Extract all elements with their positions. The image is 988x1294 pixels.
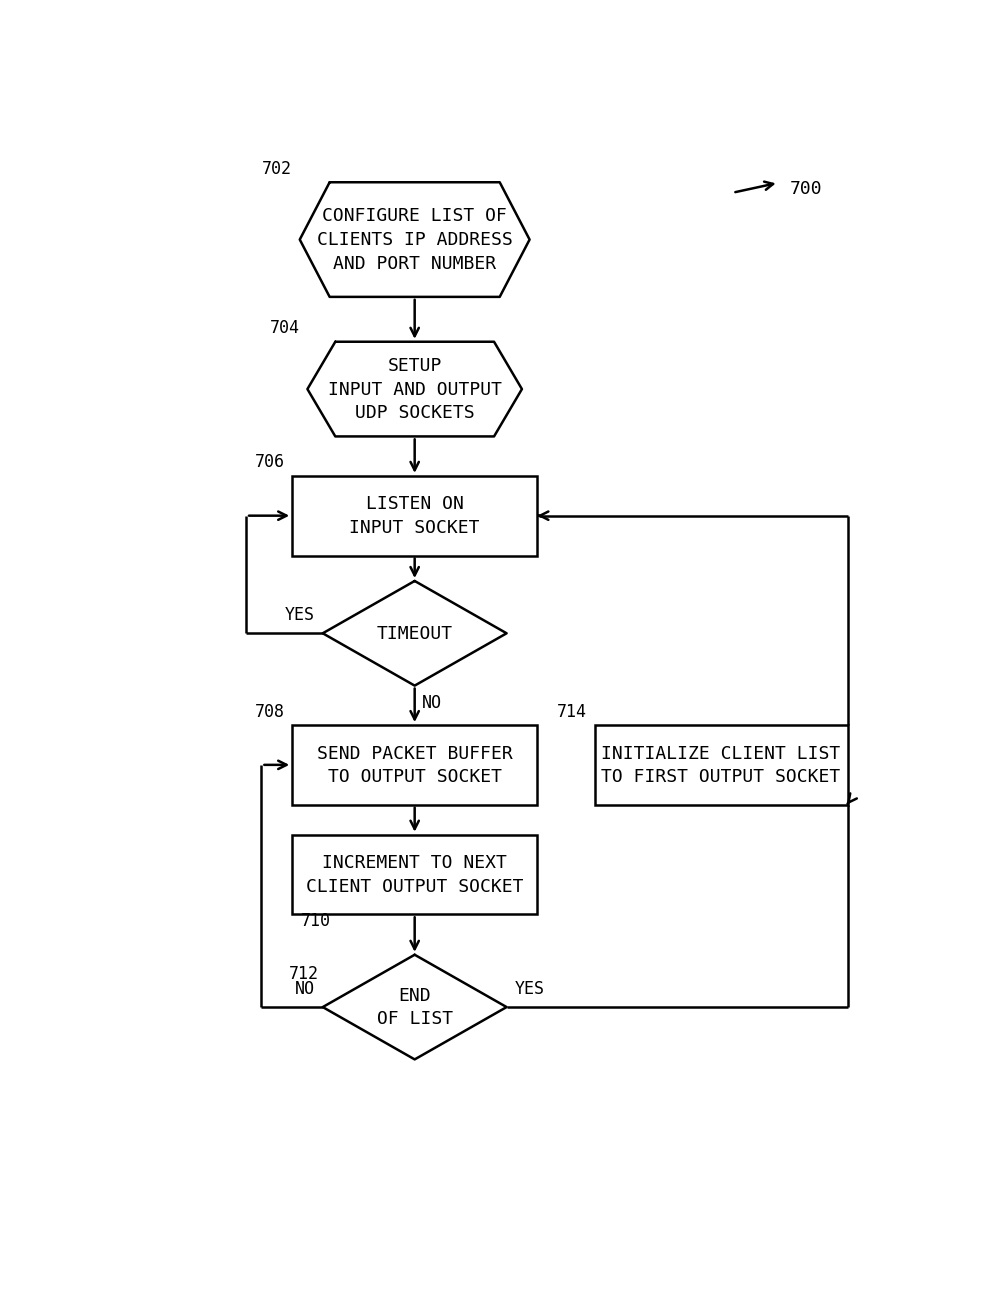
Bar [595,725,847,805]
Text: END
OF LIST: END OF LIST [376,986,453,1027]
Text: INITIALIZE CLIENT LIST
TO FIRST OUTPUT SOCKET: INITIALIZE CLIENT LIST TO FIRST OUTPUT S… [601,744,841,785]
Text: 708: 708 [254,703,285,721]
Text: 706: 706 [254,453,285,471]
Text: CONFIGURE LIST OF
CLIENTS IP ADDRESS
AND PORT NUMBER: CONFIGURE LIST OF CLIENTS IP ADDRESS AND… [316,207,513,273]
Text: 702: 702 [262,159,292,177]
Bar [292,725,537,805]
Bar [292,835,537,915]
Text: SEND PACKET BUFFER
TO OUTPUT SOCKET: SEND PACKET BUFFER TO OUTPUT SOCKET [316,744,513,785]
Text: TIMEOUT: TIMEOUT [376,625,453,643]
Text: SETUP
INPUT AND OUTPUT
UDP SOCKETS: SETUP INPUT AND OUTPUT UDP SOCKETS [327,357,502,422]
Text: LISTEN ON
INPUT SOCKET: LISTEN ON INPUT SOCKET [349,496,480,537]
Text: INCREMENT TO NEXT
CLIENT OUTPUT SOCKET: INCREMENT TO NEXT CLIENT OUTPUT SOCKET [305,854,524,895]
Text: 700: 700 [789,180,822,198]
Text: YES: YES [514,980,544,998]
Text: 712: 712 [288,965,319,983]
Bar [292,476,537,556]
Text: NO: NO [422,694,442,712]
Text: 710: 710 [300,912,330,930]
Text: YES: YES [285,606,315,624]
Text: NO: NO [295,980,315,998]
Text: 704: 704 [270,320,299,338]
Text: 714: 714 [557,703,587,721]
